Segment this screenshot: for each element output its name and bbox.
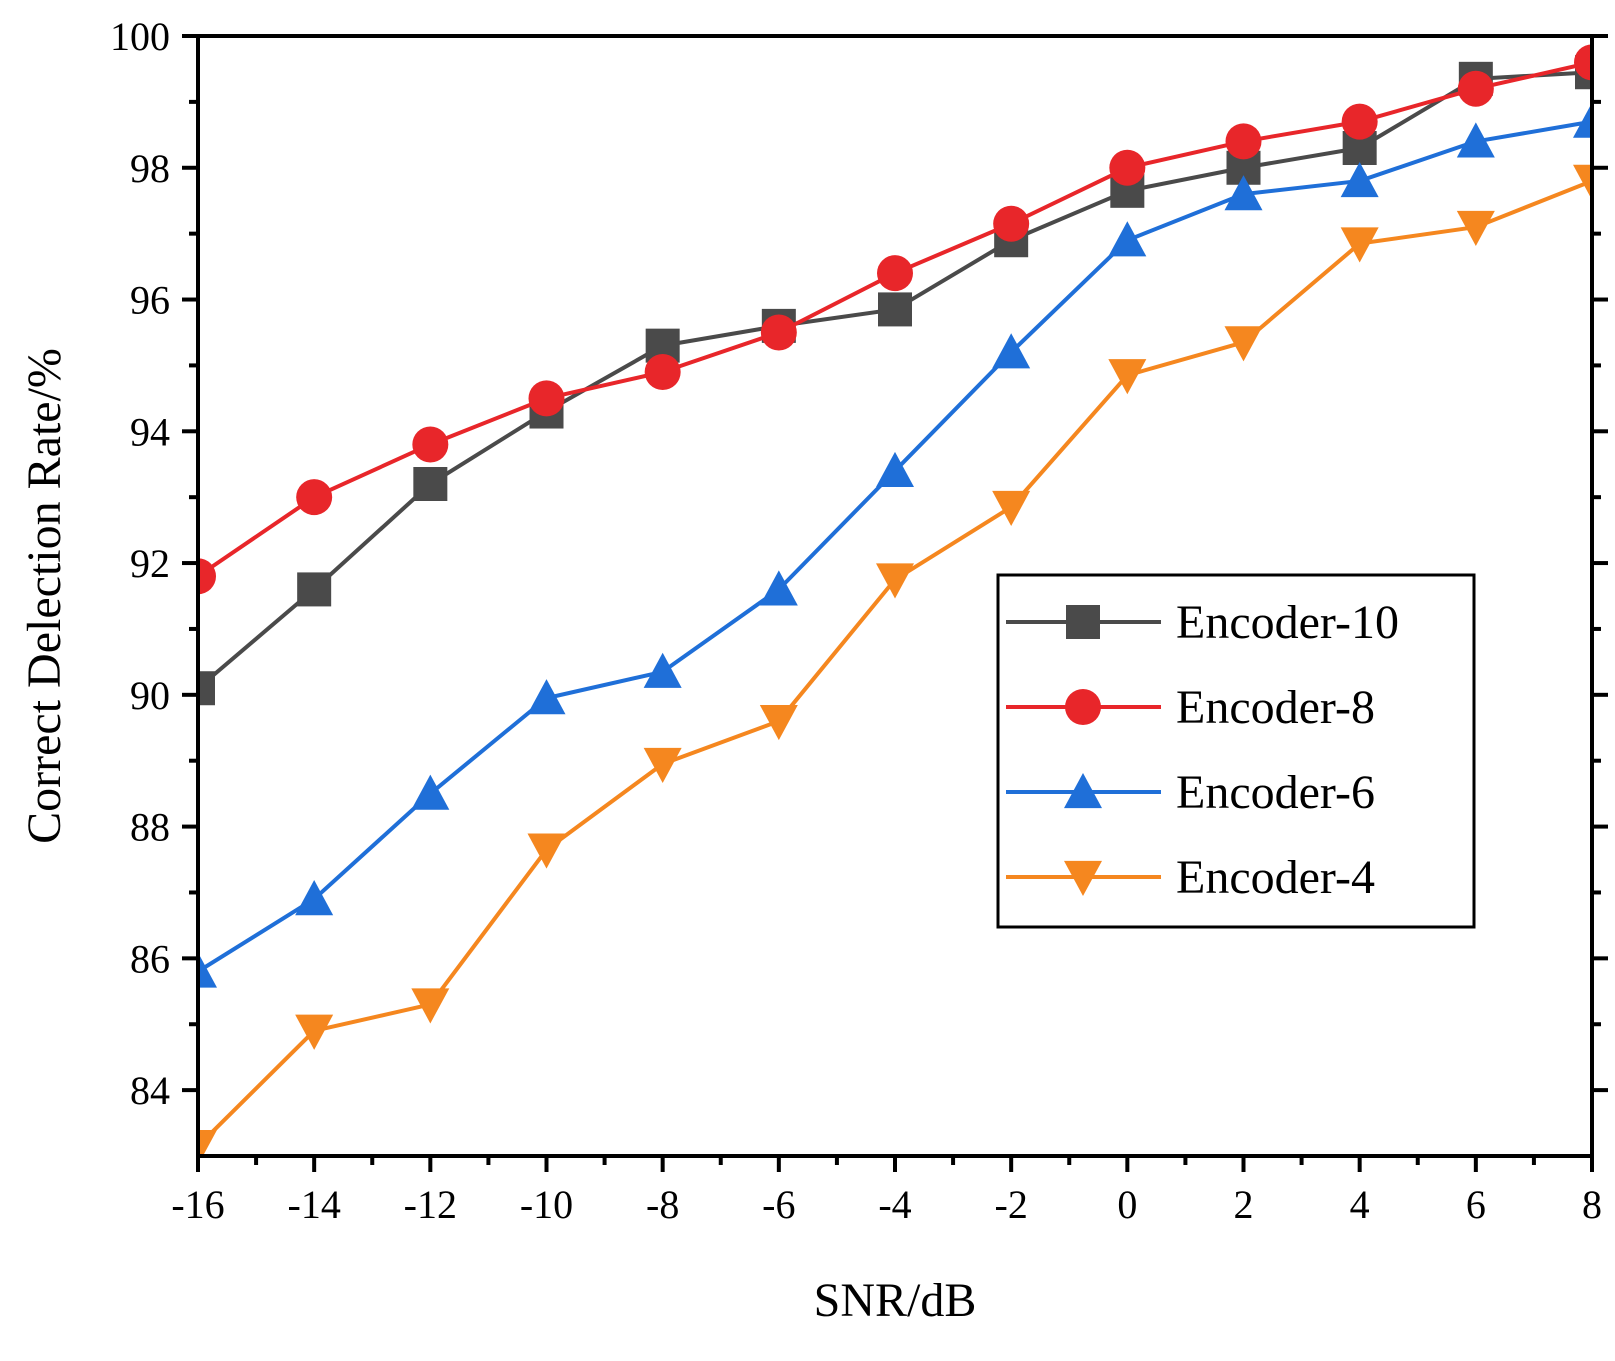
data-point-encoder-6-12 — [1573, 102, 1592, 138]
legend-label: Encoder-10 — [1176, 596, 1399, 649]
data-point-encoder-6-10 — [1340, 161, 1379, 198]
legend-item-encoder-10: Encoder-10 — [1006, 596, 1399, 649]
data-point-encoder-4-4 — [643, 747, 682, 783]
x-tick-label: -4 — [878, 1182, 911, 1227]
data-point-encoder-6-1 — [295, 880, 334, 916]
data-point-encoder-8-12 — [1574, 44, 1592, 81]
x-tick-label: -10 — [520, 1182, 573, 1227]
series-encoder-4 — [198, 164, 1592, 1156]
data-point-encoder-4-1 — [295, 1014, 334, 1050]
data-point-encoder-6-4 — [643, 652, 682, 688]
data-point-encoder-8-1 — [296, 479, 333, 516]
data-point-encoder-8-4 — [644, 354, 681, 390]
data-point-encoder-6-6 — [876, 451, 914, 487]
data-point-encoder-8-6 — [877, 255, 913, 292]
data-point-encoder-6-3 — [527, 679, 566, 715]
x-tick-label: -14 — [288, 1182, 341, 1227]
y-tick-label: 86 — [130, 936, 170, 981]
x-axis-title: SNR/dB — [814, 1274, 977, 1327]
data-point-encoder-4-7 — [992, 490, 1031, 527]
legend-item-encoder-4: Encoder-4 — [1006, 851, 1375, 904]
x-tick-label: -2 — [995, 1182, 1028, 1227]
data-point-encoder-6-7 — [992, 333, 1031, 369]
data-point-encoder-10-0 — [198, 671, 215, 706]
data-point-encoder-6-2 — [411, 774, 450, 810]
data-point-encoder-4-11 — [1456, 210, 1495, 247]
data-point-encoder-4-5 — [759, 705, 798, 741]
legend-marker — [1066, 605, 1100, 639]
y-tick-label: 90 — [130, 673, 170, 718]
data-point-encoder-8-10 — [1341, 103, 1378, 140]
data-point-encoder-8-3 — [528, 380, 565, 417]
data-point-encoder-8-7 — [993, 205, 1030, 242]
legend-marker — [1064, 860, 1102, 896]
x-tick-label: 4 — [1350, 1182, 1370, 1227]
x-tick-label: -12 — [404, 1182, 457, 1227]
legend-item-encoder-8: Encoder-8 — [1006, 681, 1375, 734]
data-point-encoder-8-8 — [1109, 149, 1146, 186]
y-tick-label: 92 — [130, 541, 170, 586]
data-point-encoder-8-9 — [1225, 123, 1262, 160]
x-tick-label: 6 — [1466, 1182, 1486, 1227]
y-tick-label: 88 — [130, 805, 170, 850]
data-point-encoder-10-1 — [297, 572, 332, 607]
data-point-encoder-8-11 — [1457, 70, 1494, 107]
data-point-encoder-8-2 — [412, 426, 449, 463]
data-point-encoder-4-2 — [411, 988, 450, 1024]
y-axis-title: Correct Delection Rate/% — [18, 348, 71, 844]
data-point-encoder-6-5 — [759, 570, 798, 606]
x-tick-label: -6 — [762, 1182, 795, 1227]
series-encoder-6 — [198, 102, 1592, 988]
data-point-encoder-6-9 — [1224, 175, 1263, 211]
y-tick-label: 96 — [130, 278, 170, 323]
legend: Encoder-10 Encoder-8 Encoder-6 Encoder-4 — [996, 573, 1476, 929]
data-point-encoder-10-6 — [878, 292, 912, 327]
legend-label: Encoder-6 — [1176, 766, 1375, 819]
data-point-encoder-6-11 — [1456, 122, 1495, 158]
data-point-encoder-6-8 — [1108, 221, 1147, 257]
y-tick-label: 100 — [110, 14, 170, 59]
x-tick-label: 8 — [1582, 1182, 1602, 1227]
y-tick-label: 98 — [130, 146, 170, 191]
legend-item-encoder-6: Encoder-6 — [1006, 766, 1375, 819]
legend-label: Encoder-8 — [1176, 681, 1375, 734]
legend-label: Encoder-4 — [1176, 851, 1375, 904]
legend-marker — [1064, 773, 1102, 809]
series-encoder-8 — [198, 44, 1592, 595]
x-tick-label: 0 — [1117, 1182, 1137, 1227]
y-tick-label: 84 — [130, 1068, 170, 1113]
data-point-encoder-4-9 — [1224, 326, 1263, 362]
data-point-encoder-4-6 — [876, 563, 914, 599]
data-point-encoder-4-3 — [527, 833, 566, 869]
y-tick-label: 94 — [130, 409, 170, 454]
x-tick-label: 2 — [1234, 1182, 1254, 1227]
data-point-encoder-8-5 — [760, 314, 797, 351]
x-tick-label: -16 — [171, 1182, 224, 1227]
data-point-encoder-4-8 — [1108, 359, 1147, 395]
data-point-encoder-4-0 — [198, 1129, 217, 1156]
x-tick-label: -8 — [646, 1182, 679, 1227]
data-point-encoder-8-0 — [198, 558, 216, 595]
data-point-encoder-4-10 — [1340, 227, 1379, 263]
data-point-encoder-6-0 — [198, 952, 217, 988]
data-point-encoder-10-2 — [413, 467, 448, 501]
data-point-encoder-4-12 — [1573, 164, 1592, 200]
legend-marker — [1065, 689, 1101, 725]
